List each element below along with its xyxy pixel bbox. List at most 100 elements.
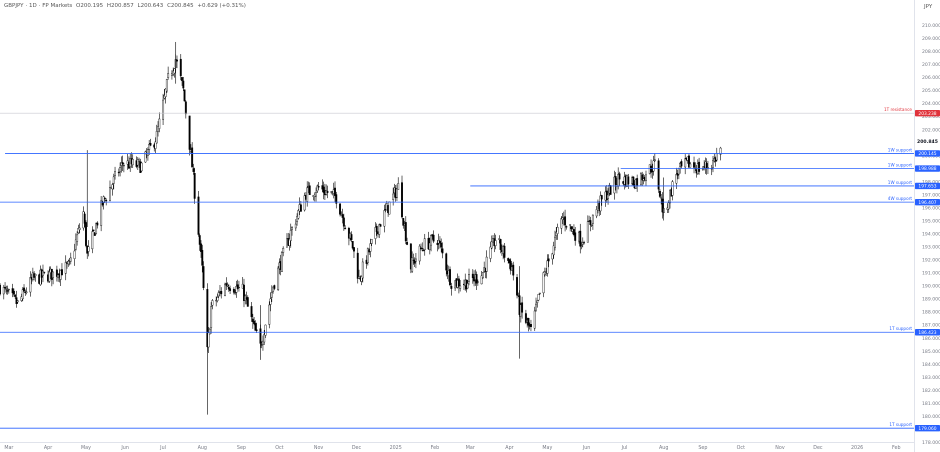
price-tick-label: 197.000 bbox=[922, 192, 940, 198]
time-tick-label: Jul bbox=[621, 445, 628, 451]
candle-body bbox=[237, 287, 240, 289]
candle-body bbox=[144, 151, 147, 163]
time-tick-label: Apr bbox=[44, 445, 52, 451]
candle-body bbox=[246, 297, 249, 307]
candle-body bbox=[183, 89, 186, 102]
candle-body bbox=[581, 242, 584, 245]
candle-body bbox=[2, 287, 5, 295]
symbol-header: GBPJPY · 1D · FP Markets O200.195 H200.857… bbox=[4, 3, 246, 9]
candle-body bbox=[715, 153, 718, 161]
candle-body bbox=[136, 159, 139, 166]
candle-body bbox=[67, 261, 70, 265]
candle-body bbox=[251, 318, 254, 323]
candle-body bbox=[78, 227, 81, 230]
candle-body bbox=[157, 126, 159, 132]
support-price-badge bbox=[915, 150, 940, 157]
candle-body bbox=[476, 281, 479, 283]
price-tick-label: 181.000 bbox=[922, 401, 940, 407]
candle-body bbox=[599, 195, 602, 212]
candle-body bbox=[521, 302, 524, 313]
price-tick-label: 180.000 bbox=[922, 414, 940, 420]
time-tick-label: Mar bbox=[466, 445, 475, 451]
candle-body bbox=[6, 290, 9, 292]
candle-body bbox=[14, 294, 17, 297]
candle-body bbox=[392, 193, 395, 200]
price-tick-label: 185.000 bbox=[922, 349, 940, 355]
candle-body bbox=[207, 332, 210, 348]
candle-body bbox=[404, 222, 407, 242]
time-tick-label: 2025 bbox=[390, 445, 402, 451]
candle-body bbox=[173, 68, 176, 74]
candle-body bbox=[181, 77, 183, 81]
candle-body bbox=[64, 262, 67, 274]
price-tick-label: 178.000 bbox=[922, 440, 940, 446]
candle-body bbox=[560, 218, 563, 229]
price-badge-text: 179.060 bbox=[918, 426, 936, 432]
price-tick-label: 186.000 bbox=[922, 336, 940, 342]
candle-body bbox=[499, 239, 502, 250]
candle-body bbox=[411, 257, 414, 272]
candle-body bbox=[650, 165, 653, 173]
candle-body bbox=[537, 294, 540, 301]
price-badge-text: 186.423 bbox=[918, 330, 936, 336]
time-tick-label: Dec bbox=[813, 445, 823, 451]
candle-body bbox=[232, 288, 235, 293]
candle-body bbox=[131, 158, 134, 166]
support-price-badge bbox=[915, 329, 940, 336]
candle-body bbox=[225, 283, 228, 286]
candle-body bbox=[224, 283, 226, 296]
candle-body bbox=[42, 270, 44, 276]
price-tick-label: 188.000 bbox=[922, 310, 940, 316]
price-tick-label: 190.000 bbox=[922, 284, 940, 290]
candle-body bbox=[341, 214, 344, 218]
candle-body bbox=[29, 277, 32, 293]
candle-body bbox=[165, 79, 168, 92]
candle-body bbox=[600, 195, 603, 200]
candle-body bbox=[556, 227, 559, 234]
candle-body bbox=[193, 173, 196, 199]
price-tick-label: 184.000 bbox=[922, 362, 940, 368]
candle-body bbox=[34, 274, 37, 277]
candle-body bbox=[677, 168, 680, 175]
candle-body bbox=[264, 324, 267, 336]
candle-body bbox=[590, 224, 593, 226]
data-source: FP Markets bbox=[42, 3, 73, 9]
candle-body bbox=[201, 250, 204, 266]
candle-body bbox=[494, 240, 497, 246]
candle-body bbox=[229, 288, 232, 291]
candle-body bbox=[428, 242, 431, 250]
time-tick-label: Jun bbox=[120, 445, 129, 451]
candle-body bbox=[498, 238, 501, 240]
price-badge-text: 198.988 bbox=[918, 166, 936, 172]
candle-body bbox=[432, 234, 435, 242]
levels: 1T resistance 203.238 1W support 200.145 1W … bbox=[0, 107, 940, 432]
candle-body bbox=[651, 170, 654, 173]
candle-body bbox=[296, 216, 299, 223]
candle-body bbox=[543, 271, 546, 275]
candle-body bbox=[85, 222, 87, 246]
candles bbox=[0, 41, 722, 415]
candle-body bbox=[591, 214, 594, 224]
candle-body bbox=[360, 276, 363, 282]
time-tick-label: Apr bbox=[505, 445, 513, 451]
time-tick-label: Oct bbox=[275, 445, 283, 451]
close-value: C200.845 bbox=[167, 3, 194, 9]
candle-body bbox=[421, 248, 424, 250]
candle-body bbox=[485, 256, 488, 272]
candle-body bbox=[538, 292, 541, 295]
currency-label: JPY bbox=[924, 4, 933, 10]
price-tick-label: 210.000 bbox=[922, 23, 940, 29]
price-badge-text: 196.407 bbox=[918, 200, 936, 206]
candle-body bbox=[234, 292, 237, 294]
candle-body bbox=[253, 320, 256, 324]
candle-body bbox=[95, 223, 98, 234]
candle-body bbox=[712, 160, 714, 168]
candle-body bbox=[688, 155, 690, 168]
candle-body bbox=[438, 240, 441, 244]
time-tick-label: Aug bbox=[659, 445, 668, 451]
candle-body bbox=[103, 198, 106, 200]
low-value: L200.643 bbox=[137, 3, 164, 9]
candle-body bbox=[154, 141, 157, 149]
